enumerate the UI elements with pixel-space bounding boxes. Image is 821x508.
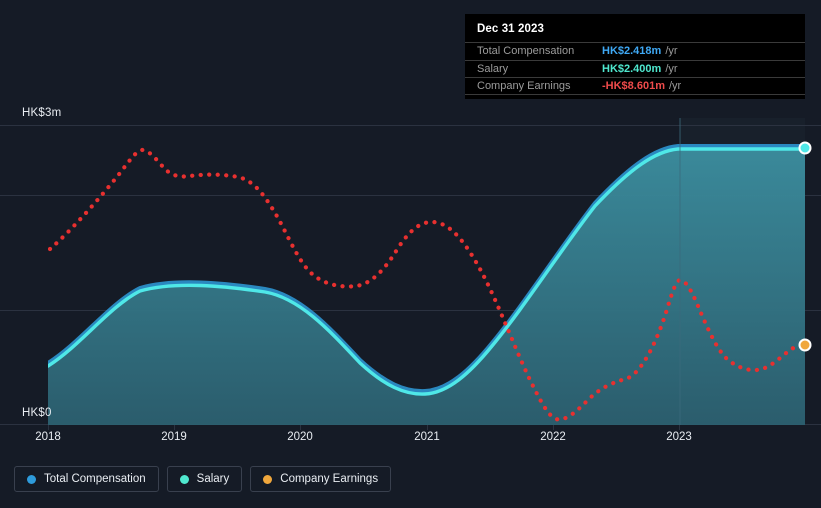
chart-legend: Total Compensation Salary Company Earnin… <box>14 466 392 492</box>
legend-dot-icon-company-earnings <box>263 474 273 484</box>
tooltip-label-salary: Salary <box>477 62 509 75</box>
x-axis-label-2018: 2018 <box>35 431 61 443</box>
legend-item-company-earnings[interactable]: Company Earnings <box>250 466 392 492</box>
tooltip-label-company-earnings: Company Earnings <box>477 79 571 92</box>
x-axis-label-2022: 2022 <box>540 431 566 443</box>
total-compensation-end-marker <box>798 141 812 155</box>
legend-label-salary: Salary <box>196 473 230 485</box>
x-axis-label-2021: 2021 <box>414 431 440 443</box>
tooltip-value-company-earnings: -HK$8.601m <box>602 79 665 92</box>
tooltip-row-total-compensation: Total Compensation HK$2.418m /yr <box>465 42 805 60</box>
x-axis-label-2020: 2020 <box>287 431 313 443</box>
tooltip-row-salary: Salary HK$2.400m /yr <box>465 59 805 78</box>
tooltip-row-company-earnings: Company Earnings -HK$8.601m /yr <box>465 77 805 95</box>
tooltip-date: Dec 31 2023 <box>477 23 544 35</box>
legend-label-company-earnings: Company Earnings <box>280 473 379 485</box>
tooltip-value-total-compensation: HK$2.418m <box>602 45 662 58</box>
y-axis-label-zero: HK$0 <box>22 407 52 419</box>
legend-item-salary[interactable]: Salary <box>166 466 243 492</box>
tooltip-unit-salary: /yr <box>665 62 678 75</box>
company-earnings-end-marker <box>798 338 812 352</box>
total-compensation-area <box>48 148 805 425</box>
tooltip-unit-total-compensation: /yr <box>665 45 678 58</box>
company-earnings-line <box>48 147 805 422</box>
x-axis-label-2023: 2023 <box>666 431 692 443</box>
legend-dot-icon-total-compensation <box>27 474 36 484</box>
total-compensation-line <box>48 144 805 394</box>
x-axis-label-2019: 2019 <box>161 431 187 443</box>
legend-item-total-compensation[interactable]: Total Compensation <box>14 466 159 492</box>
tooltip-value-salary: HK$2.400m <box>602 62 662 75</box>
tooltip-unit-company-earnings: /yr <box>668 79 682 92</box>
chart-tooltip: Dec 31 2023 Total Compensation HK$2.418m… <box>465 14 805 99</box>
legend-label-total-compensation: Total Compensation <box>44 473 146 485</box>
y-axis-label-top: HK$3m <box>22 107 62 119</box>
tooltip-label-total-compensation: Total Compensation <box>477 45 575 58</box>
salary-line <box>48 147 805 396</box>
legend-dot-icon-salary <box>179 474 189 484</box>
